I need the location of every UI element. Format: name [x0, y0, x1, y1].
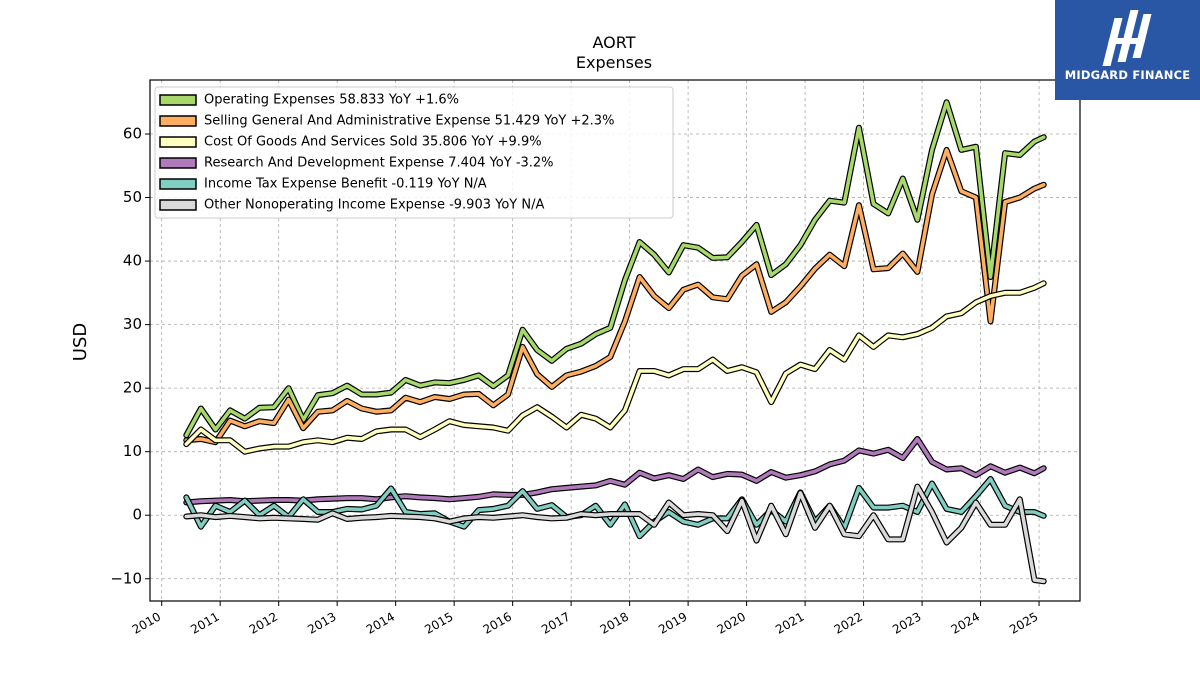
midgard-finance-logo: MIDGARD FINANCE — [1055, 0, 1200, 100]
legend-entry: Research And Development Expense 7.404 Y… — [204, 156, 554, 171]
series-line — [184, 281, 1046, 454]
series-selling-general-and-administrative-expense — [183, 146, 1047, 446]
legend-box — [154, 86, 674, 219]
chart-subtitle: Expenses — [576, 53, 652, 72]
series-line — [184, 100, 1046, 438]
legend-entry: Income Tax Expense Benefit -0.119 YoY N/… — [204, 177, 487, 192]
x-axis: 2010 2011 2012 2013 2014 2015 2016 2017 2018 2019… — [130, 601, 1041, 637]
x-tick-label: 2017 — [539, 609, 572, 636]
x-tick-label: 2011 — [188, 609, 221, 636]
chart-title: AORT — [593, 33, 636, 52]
legend-swatch — [159, 157, 197, 169]
series-line — [184, 484, 1046, 584]
x-tick-label: 2022 — [832, 609, 865, 636]
series-line — [184, 148, 1046, 445]
x-tick-label: 2019 — [656, 609, 689, 636]
legend-entry: Cost Of Goods And Services Sold 35.806 Y… — [204, 135, 542, 150]
legend-entry: Operating Expenses 58.833 YoY +1.6% — [204, 93, 459, 108]
legend-swatch — [159, 136, 197, 148]
x-tick-label: 2013 — [305, 609, 338, 636]
legend-swatch — [159, 94, 197, 106]
x-tick-label: 2025 — [1007, 609, 1040, 636]
y-axis-label: USD — [70, 323, 91, 361]
x-tick-label: 2012 — [247, 609, 280, 636]
legend-swatch — [159, 199, 197, 211]
y-tick-label: 20 — [123, 379, 142, 397]
x-tick-label: 2018 — [598, 609, 631, 636]
x-tick-label: 2021 — [773, 609, 806, 636]
y-tick-label: 60 — [123, 125, 142, 143]
midgard-logo-mark-icon — [1102, 10, 1152, 66]
y-axis: −10 0 10 20 30 40 50 60 — [110, 125, 150, 587]
logo-text: MIDGARD FINANCE — [1064, 68, 1191, 82]
x-tick-label: 2016 — [481, 609, 514, 636]
legend-entry: Other Nonoperating Income Expense -9.903… — [204, 198, 544, 213]
legend: Operating Expenses 58.833 YoY +1.6% Selli… — [154, 86, 674, 219]
x-tick-label: 2020 — [715, 609, 748, 636]
series-cost-of-goods-and-services-sold — [183, 280, 1047, 455]
x-tick-label: 2014 — [364, 609, 397, 636]
y-tick-label: 30 — [123, 315, 142, 333]
y-tick-label: 50 — [123, 188, 142, 206]
legend-entry: Selling General And Administrative Expen… — [204, 114, 614, 129]
legend-swatch — [159, 178, 197, 190]
series-line — [184, 437, 1046, 505]
plot-area-frame — [149, 79, 1081, 602]
x-tick-label: 2015 — [422, 609, 455, 636]
series-research-and-development-expense — [183, 436, 1047, 506]
series-other-nonoperating-income-expense — [183, 483, 1047, 585]
y-tick-label: 10 — [123, 442, 142, 460]
y-tick-label: 0 — [132, 506, 142, 524]
legend-swatch — [159, 115, 197, 127]
y-tick-label: −10 — [110, 569, 142, 587]
y-tick-label: 40 — [123, 252, 142, 270]
series-operating-expenses — [183, 99, 1047, 439]
x-tick-label: 2024 — [949, 609, 982, 636]
series-lines — [183, 99, 1047, 585]
x-tick-label: 2023 — [890, 609, 923, 636]
x-tick-label: 2010 — [130, 609, 163, 636]
